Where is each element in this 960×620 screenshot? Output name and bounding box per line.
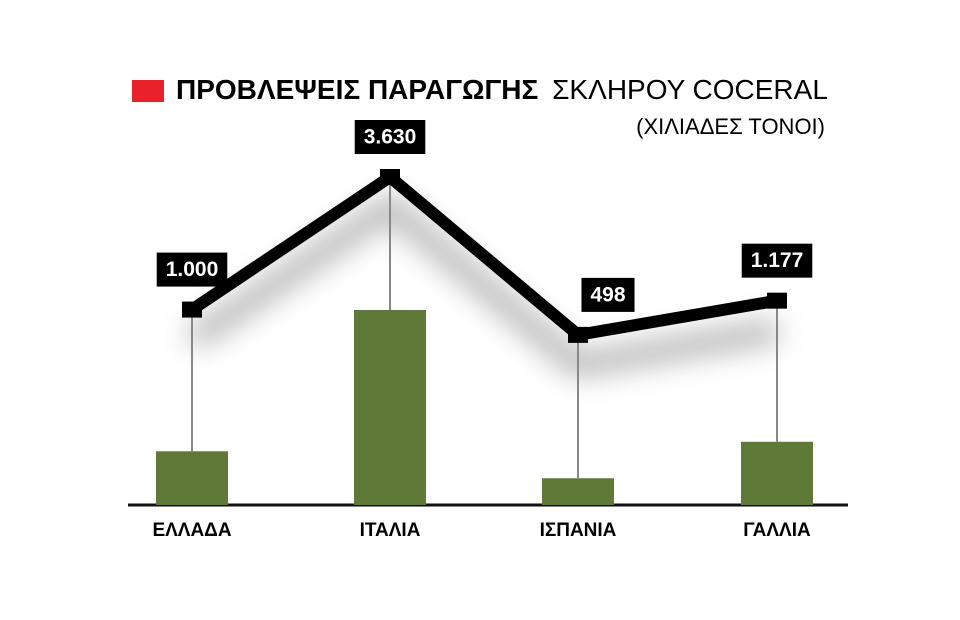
line-point (767, 292, 787, 309)
x-tick-label: ΙΤΑΛΙΑ (360, 520, 421, 541)
label-text: 3.630 (364, 126, 417, 149)
line-point (568, 326, 588, 343)
unit-label: (ΧΙΛΙΑΔΕΣ ΤΟΝΟΙ) (636, 114, 825, 139)
x-tick-label: ΓΑΛΛΙΑ (743, 520, 811, 541)
label-text: 1.000 (166, 258, 219, 281)
label-box (156, 252, 228, 287)
title-marker (132, 80, 164, 102)
label-text: 498 (590, 283, 625, 306)
bar (542, 478, 614, 505)
data-label: 498 (581, 277, 635, 312)
title-rest: ΣΚΛΗΡΟΥ COCERAL (552, 74, 828, 105)
line-point (182, 301, 202, 318)
label-text: 1.177 (751, 249, 804, 272)
bar (354, 310, 426, 505)
data-label: 1.000 (156, 252, 228, 287)
title-bold: ΠΡΟΒΛΕΨΕΙΣ ΠΑΡΑΓΩΓΗΣ (176, 74, 538, 105)
x-tick-label: ΕΛΛΑΔΑ (152, 520, 231, 541)
data-label: 3.630 (354, 120, 426, 154)
line-shadow (185, 192, 780, 378)
bar (741, 441, 813, 505)
line-point (380, 169, 400, 185)
label-box (354, 120, 426, 154)
chart-title: ΠΡΟΒΛΕΨΕΙΣ ΠΑΡΑΓΩΓΗΣ ΣΚΛΗΡΟΥ COCERAL (176, 74, 828, 105)
data-label: 1.177 (741, 243, 813, 278)
label-box (581, 277, 635, 312)
label-box (741, 243, 813, 278)
line (188, 169, 779, 342)
bar (156, 451, 228, 505)
x-tick-label: ΙΣΠΑΝΙΑ (540, 520, 617, 541)
